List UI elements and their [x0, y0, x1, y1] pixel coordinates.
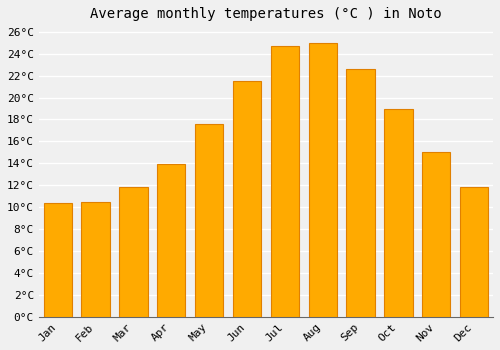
Bar: [157, 164, 186, 317]
Title: Average monthly temperatures (°C ) in Noto: Average monthly temperatures (°C ) in No…: [90, 7, 442, 21]
Bar: [82, 202, 110, 317]
Bar: [195, 124, 224, 317]
Bar: [44, 203, 72, 317]
Bar: [233, 81, 261, 317]
Bar: [119, 188, 148, 317]
Bar: [384, 108, 412, 317]
Bar: [270, 46, 299, 317]
Bar: [422, 152, 450, 317]
Bar: [308, 43, 337, 317]
Bar: [460, 188, 488, 317]
Bar: [346, 69, 375, 317]
